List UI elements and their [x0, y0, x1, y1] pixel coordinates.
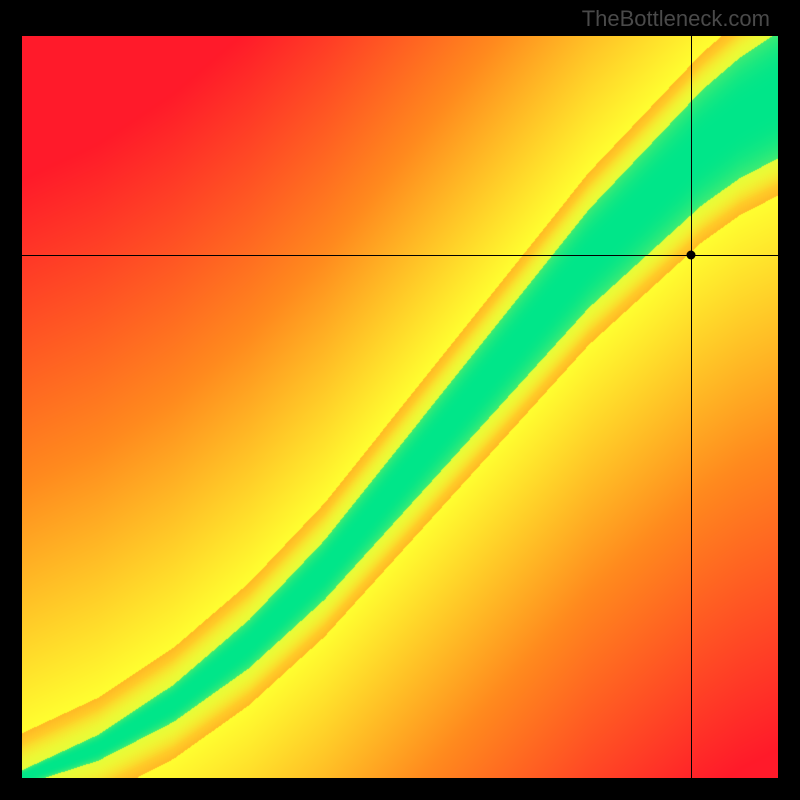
heatmap-canvas [22, 36, 778, 778]
crosshair-horizontal [22, 255, 778, 256]
chart-frame [0, 0, 800, 800]
heatmap-plot [22, 36, 778, 778]
watermark-text: TheBottleneck.com [582, 6, 770, 32]
crosshair-vertical [691, 36, 692, 778]
crosshair-marker [687, 250, 696, 259]
